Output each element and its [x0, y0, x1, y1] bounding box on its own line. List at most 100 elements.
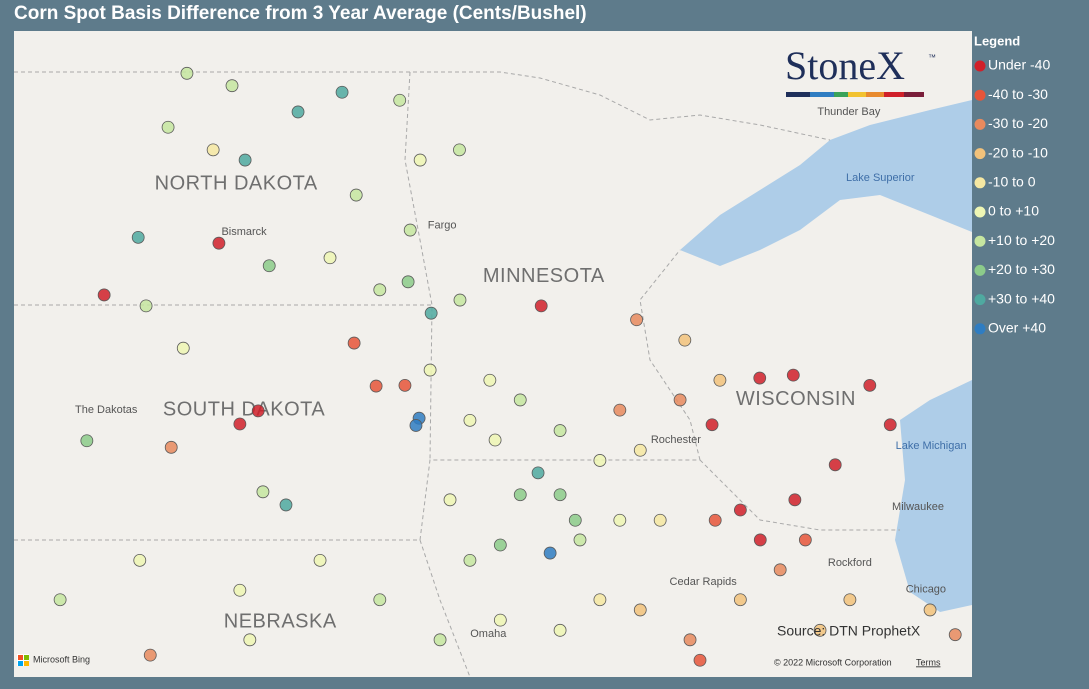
legend-label: -10 to 0	[988, 174, 1036, 190]
basis-point	[863, 378, 877, 392]
basis-point	[373, 593, 387, 607]
basis-point	[798, 533, 812, 547]
basis-point	[256, 485, 270, 499]
basis-point	[633, 443, 647, 457]
terms-link[interactable]: Terms	[916, 657, 941, 667]
legend-swatch	[974, 148, 986, 160]
basis-point	[531, 466, 545, 480]
basis-point	[453, 143, 466, 157]
place-label: Chicago	[906, 583, 946, 595]
basis-point	[593, 454, 607, 467]
bing-logo-square	[18, 661, 23, 666]
basis-point	[513, 393, 527, 407]
basis-point	[813, 623, 827, 637]
basis-point	[139, 299, 153, 313]
basis-point	[883, 418, 897, 432]
basis-point	[243, 633, 257, 647]
basis-point	[225, 79, 239, 93]
basis-point	[843, 593, 857, 607]
legend-label: -40 to -30	[988, 86, 1048, 102]
basis-point	[483, 373, 497, 387]
legend-label: -30 to -20	[988, 115, 1048, 131]
logo-bar	[848, 92, 866, 97]
basis-point	[534, 299, 548, 313]
basis-point	[401, 275, 415, 289]
basis-point	[493, 613, 507, 627]
map-background	[14, 31, 972, 677]
state-border	[419, 539, 471, 678]
country-border	[14, 71, 831, 141]
state-border	[404, 71, 433, 461]
state-border	[639, 249, 701, 461]
basis-point	[613, 403, 627, 417]
basis-point	[673, 393, 687, 407]
legend: Under -40 -40 to -30 -30 to -20 -20 to -10 -…	[974, 57, 1055, 336]
legend-swatch	[974, 60, 986, 72]
basis-point	[413, 153, 427, 167]
basis-point	[713, 373, 727, 387]
bing-attribution: Microsoft Bing	[33, 654, 90, 664]
legend-swatch	[974, 323, 986, 335]
basis-point	[463, 413, 477, 427]
logo-bar	[866, 92, 884, 97]
place-label: Fargo	[428, 220, 457, 232]
basis-point	[409, 419, 423, 432]
legend-label: +30 to +40	[988, 290, 1055, 306]
basis-point	[403, 223, 417, 237]
logo-bar	[786, 92, 810, 97]
logo-bar	[904, 92, 924, 97]
basis-point	[97, 288, 111, 302]
place-label: Rochester	[651, 434, 701, 446]
logo-bar	[810, 92, 834, 97]
basis-point	[613, 513, 627, 527]
basis-point	[786, 368, 800, 382]
basis-point	[131, 230, 145, 244]
basis-point	[313, 553, 327, 567]
basis-point	[323, 251, 337, 265]
basis-point	[262, 259, 276, 273]
basis-point	[206, 143, 220, 157]
basis-point	[133, 553, 147, 567]
place-labels: NORTH DAKOTA SOUTH DAKOTA MINNESOTA WISCONS…	[75, 106, 967, 640]
legend-swatch	[974, 118, 986, 130]
basis-point	[693, 653, 707, 667]
place-label: The Dakotas	[75, 404, 138, 416]
legend-swatch	[974, 294, 986, 306]
basis-point	[53, 593, 67, 607]
basis-point	[733, 593, 747, 607]
legend-label: 0 to +10	[988, 203, 1039, 219]
legend-title: Legend	[974, 33, 1020, 48]
basis-point	[279, 498, 293, 512]
basis-point	[573, 533, 587, 547]
basis-point	[443, 493, 457, 507]
basis-point	[923, 603, 937, 617]
basis-point	[233, 417, 247, 431]
basis-point	[291, 105, 305, 119]
basis-point	[180, 66, 194, 80]
data-points	[53, 66, 962, 667]
basis-point	[433, 633, 447, 647]
basis-point	[373, 283, 387, 297]
place-label: Omaha	[470, 628, 507, 640]
basis-point	[753, 533, 767, 547]
basis-point	[424, 306, 438, 320]
place-label: Milwaukee	[892, 501, 944, 513]
basis-point	[143, 648, 157, 662]
logo: StoneX ™	[785, 43, 936, 97]
basis-point	[463, 553, 477, 567]
state-border	[699, 459, 900, 531]
place-label: MINNESOTA	[483, 265, 605, 287]
place-label: NORTH DAKOTA	[155, 172, 318, 194]
basis-point	[493, 538, 507, 552]
place-label: Thunder Bay	[817, 106, 880, 118]
basis-point	[683, 633, 697, 647]
basis-point	[513, 488, 527, 502]
legend-label: +20 to +30	[988, 261, 1055, 277]
place-label: Lake Superior	[846, 172, 915, 184]
legend-swatch	[974, 206, 986, 218]
legend-label: +10 to +20	[988, 232, 1055, 248]
basis-point	[543, 546, 557, 560]
place-label: SOUTH DAKOTA	[163, 398, 325, 420]
